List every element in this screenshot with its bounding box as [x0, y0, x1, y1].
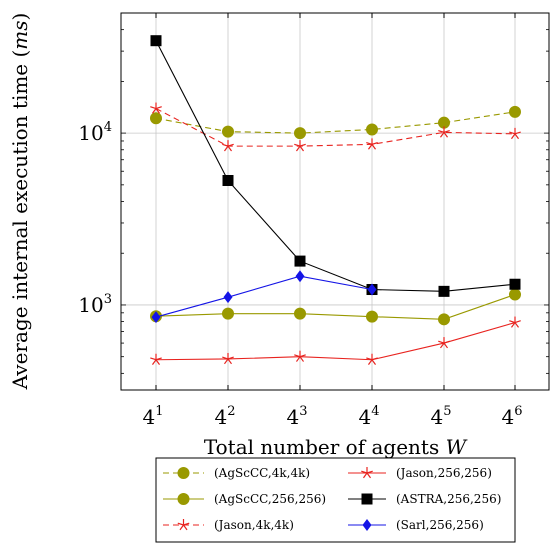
data-point — [439, 286, 450, 297]
legend-entry: (ASTRA,256,256) — [348, 492, 501, 506]
data-point — [151, 35, 162, 46]
x-tick-label: 43 — [286, 404, 307, 429]
legend-label: (ASTRA,256,256) — [396, 492, 501, 506]
legend-label: (Sarl,256,256) — [396, 518, 484, 532]
data-point — [223, 175, 234, 186]
series-line — [156, 276, 372, 317]
x-tick-label: 42 — [214, 404, 235, 429]
series-line — [156, 112, 515, 133]
legend-marker — [178, 494, 189, 505]
series-line — [156, 323, 515, 360]
data-point — [367, 124, 378, 135]
x-axis-label-var: W — [446, 435, 468, 459]
axis-ticks: 41 42 43 44 45 46 103 104 — [78, 13, 549, 429]
y-axis-label-text: Average internal execution time ( — [8, 50, 32, 391]
series-line — [156, 41, 515, 292]
legend-label: (Jason,256,256) — [396, 466, 492, 480]
legend-label: (AgScCC,4k,4k) — [214, 466, 310, 480]
legend-label: (Jason,4k,4k) — [214, 518, 294, 532]
data-point — [439, 314, 450, 325]
legend-entry: (AgScCC,4k,4k) — [163, 466, 310, 480]
series-group — [150, 35, 520, 364]
series-4 — [151, 35, 521, 297]
x-axis-label-text: Total number of agents — [204, 435, 446, 459]
y-axis-label-close: ) — [8, 13, 32, 21]
y-axis-label-unit: ms — [8, 20, 32, 49]
legend-label: (AgScCC,256,256) — [214, 492, 326, 506]
data-point — [224, 291, 233, 303]
series-line — [156, 109, 515, 147]
y-tick-label: 104 — [78, 120, 112, 145]
data-point — [223, 308, 234, 319]
data-point — [296, 270, 305, 282]
x-tick-label: 44 — [358, 404, 379, 429]
y-tick-label: 103 — [78, 292, 112, 317]
data-point — [223, 126, 234, 137]
x-tick-label: 41 — [142, 404, 163, 429]
data-point — [510, 106, 521, 117]
plot-area — [121, 13, 549, 390]
y-axis-label: Average internal execution time (ms) — [8, 13, 32, 391]
series-line — [156, 295, 515, 320]
legend-marker — [178, 468, 189, 479]
legend-marker — [362, 494, 373, 505]
series-2 — [150, 103, 520, 151]
x-axis-label: Total number of agents W — [204, 435, 468, 459]
data-point — [295, 256, 306, 267]
series-0 — [151, 106, 521, 138]
data-point — [295, 308, 306, 319]
series-3 — [150, 317, 520, 365]
data-point — [151, 113, 162, 124]
data-point — [295, 128, 306, 139]
data-point — [510, 289, 521, 300]
data-point — [510, 279, 521, 290]
x-tick-label: 46 — [501, 404, 522, 429]
data-point — [367, 311, 378, 322]
x-tick-label: 45 — [430, 404, 451, 429]
grid — [121, 13, 549, 390]
series-1 — [151, 289, 521, 325]
